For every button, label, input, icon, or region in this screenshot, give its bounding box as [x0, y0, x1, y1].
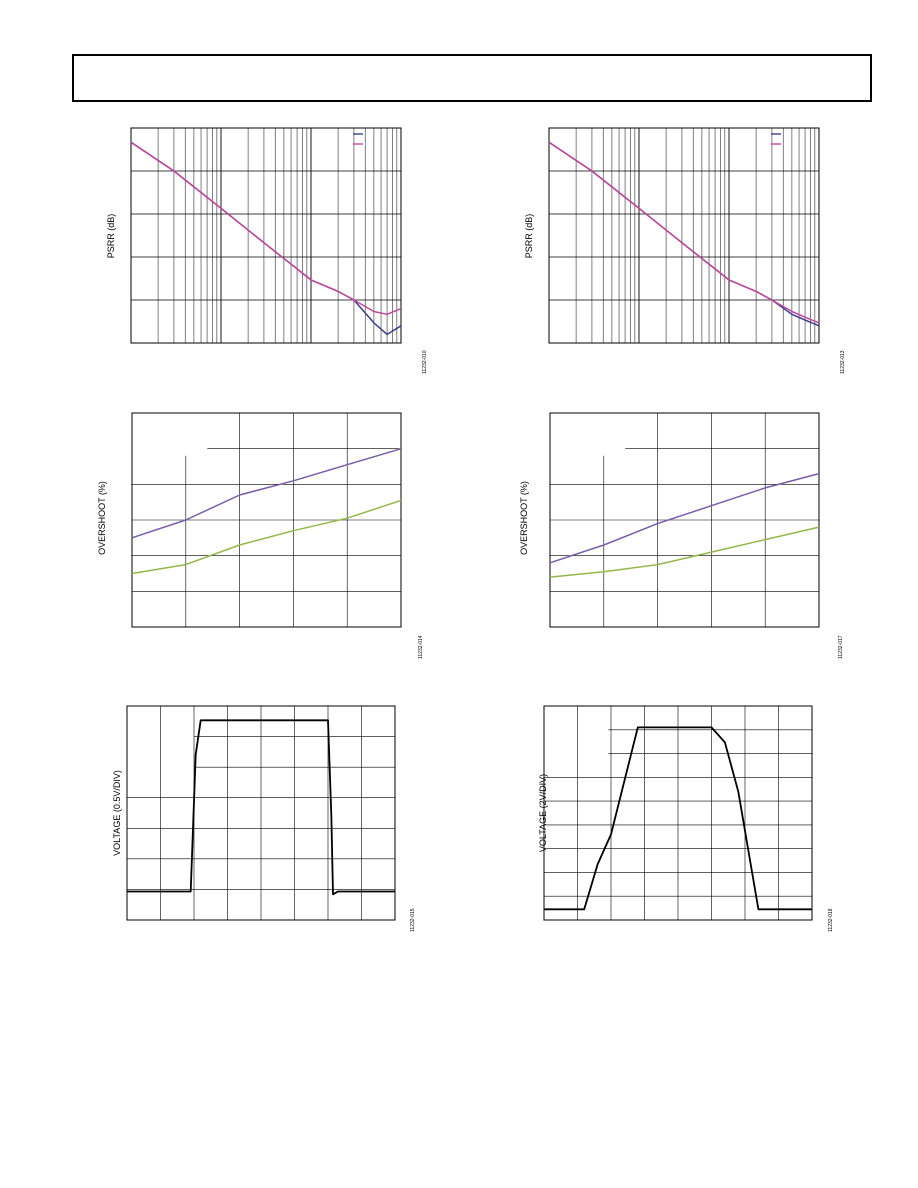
psrr-chart-right: PSRR (dB) 11232-013 — [514, 120, 846, 380]
figure-id: 11232-015 — [410, 908, 416, 932]
plot-frame — [130, 127, 402, 344]
plot-frame — [548, 127, 820, 344]
series-line-1 — [549, 472, 820, 564]
pulse-plot — [126, 705, 396, 921]
series-line-1 — [131, 447, 402, 539]
pulse-response-chart-left: VOLTAGE (0.5V/DIV) 11232-015 — [96, 700, 426, 940]
psrr-plot — [548, 127, 820, 344]
series-line-2 — [131, 499, 402, 575]
overshoot-plot — [131, 412, 402, 628]
overshoot-chart-right: OVERSHOOT (%) 11232-017 — [514, 405, 844, 665]
figure-id: 11232-018 — [828, 908, 834, 932]
figure-id: 11232-017 — [838, 635, 844, 659]
pulse-response-chart-right: VOLTAGE (2V/DIV) 11232-018 — [514, 700, 844, 940]
series-line-2 — [549, 526, 820, 578]
psrr-plot — [130, 127, 402, 344]
overshoot-chart-left: OVERSHOOT (%) 11232-014 — [96, 405, 426, 665]
psrr-chart-left: PSRR (dB) 11232-010 — [96, 120, 428, 380]
figure-id: 11232-013 — [840, 350, 846, 374]
series-line-1 — [544, 726, 812, 911]
series-line-2 — [130, 141, 402, 316]
overshoot-plot — [549, 412, 820, 628]
figure-id: 11232-014 — [418, 635, 424, 659]
figure-id: 11232-010 — [422, 350, 428, 374]
page-header-box — [72, 54, 872, 102]
series-line-2 — [548, 141, 820, 324]
series-line-1 — [127, 719, 395, 896]
pulse-plot — [543, 705, 813, 921]
